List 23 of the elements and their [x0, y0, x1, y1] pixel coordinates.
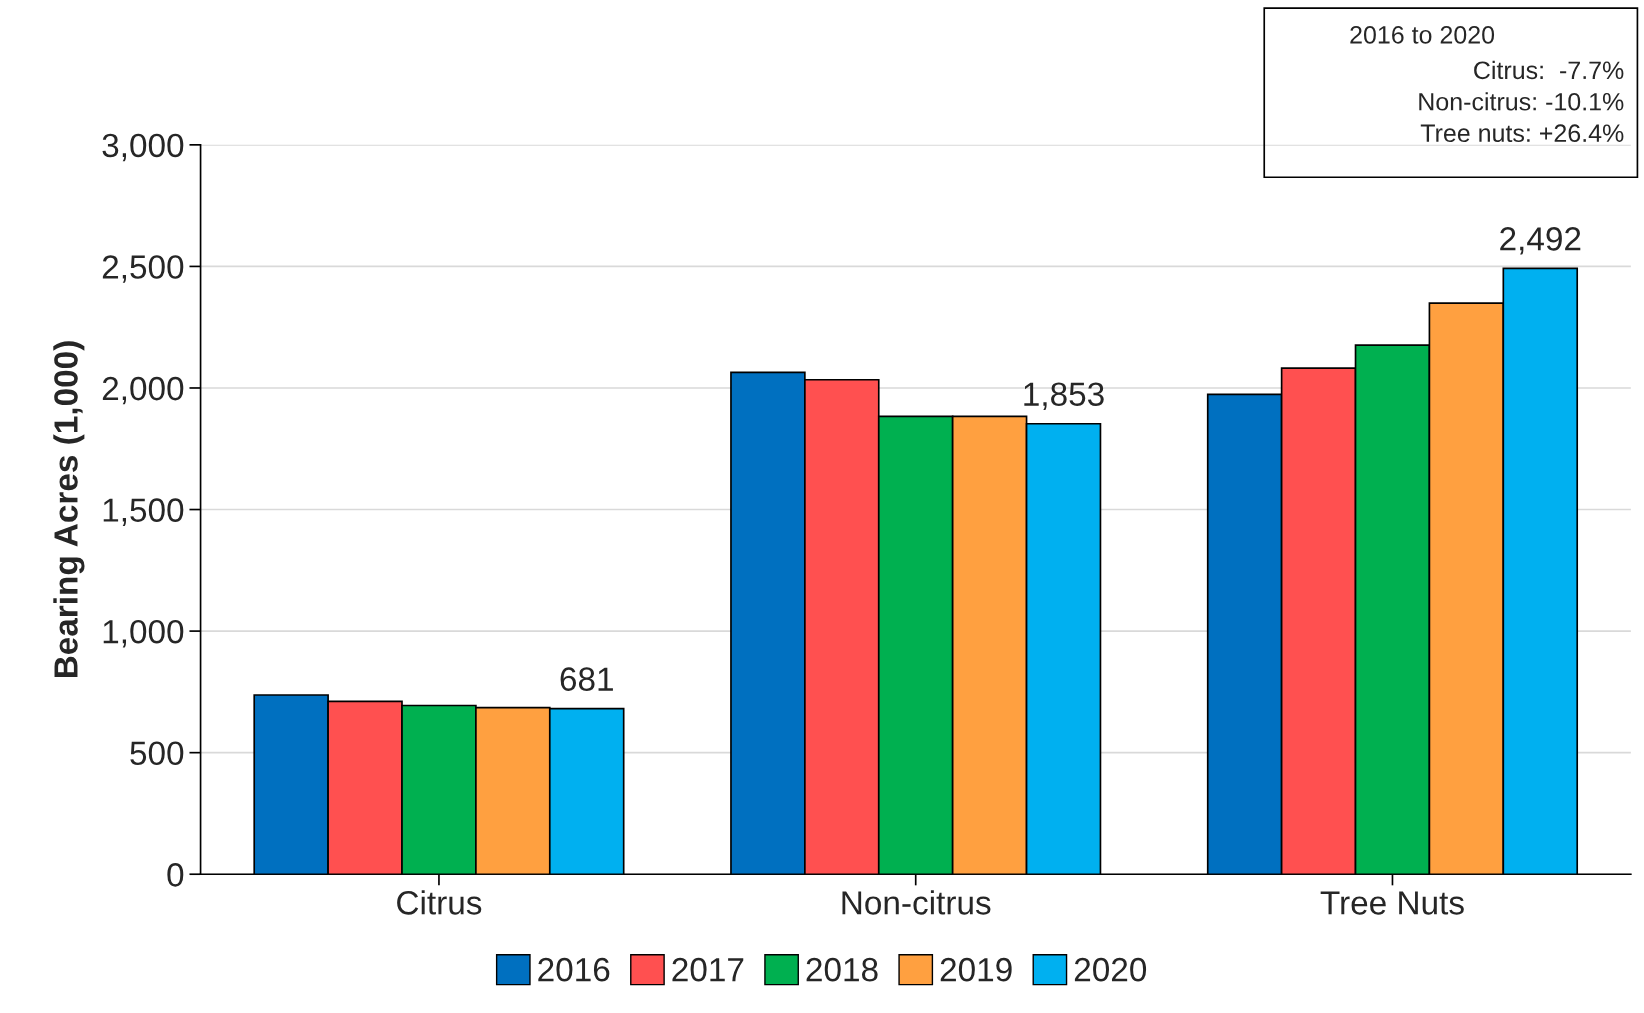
data-label: 681 [560, 667, 613, 691]
y-tick-label: 1,000 [103, 619, 184, 648]
data-label: 2,492 [1500, 227, 1581, 255]
data-label: 1,853 [1024, 382, 1104, 410]
y-axis-title: Bearing Acres (1,000) [53, 341, 85, 678]
y-tick-label: 500 [130, 741, 184, 766]
text: Citrus: -7.7% [1474, 60, 1624, 80]
legend-label: 2020 [1074, 957, 1147, 982]
y-tick-label: 1,500 [103, 498, 184, 526]
y-tick-label: 3,000 [102, 133, 184, 162]
x-tick-label: Tree Nuts [1320, 891, 1464, 915]
x-tick-label: Non-citrus [842, 890, 991, 915]
text: 2016 to 2020 [1350, 25, 1495, 44]
legend-label: 2019 [940, 957, 1012, 982]
text: Tree nuts: +26.4% [1420, 124, 1624, 143]
legend-label: 2016 [538, 957, 610, 982]
text: Non-citrus: -10.1% [1419, 92, 1624, 111]
y-tick-label: 2,000 [102, 376, 184, 405]
legend-label: 2017 [672, 957, 744, 982]
legend-label: 2018 [806, 957, 878, 982]
y-tick-label: 2,500 [102, 255, 184, 283]
x-tick-label: Citrus [397, 890, 482, 915]
y-tick-label: 0 [167, 863, 184, 887]
